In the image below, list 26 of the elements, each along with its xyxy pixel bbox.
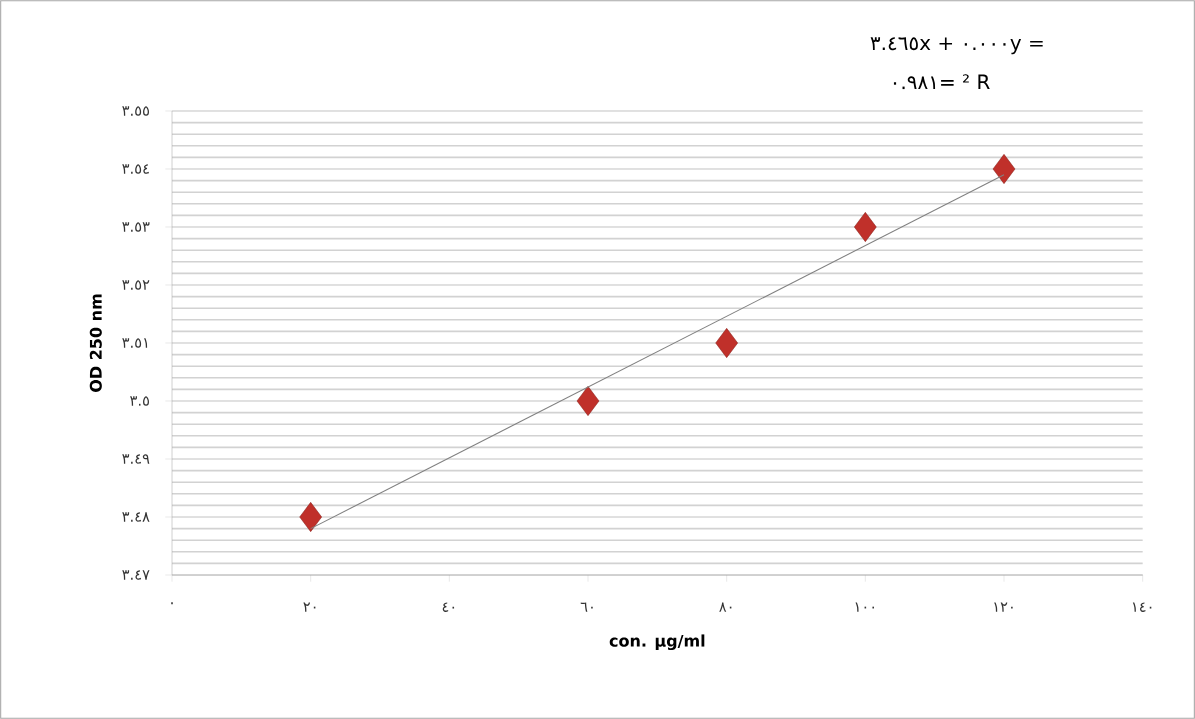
y-tick-label: ٣.٥٥: [122, 106, 149, 116]
x-tick-label: ٠: [171, 602, 173, 605]
point: [715, 328, 738, 358]
point: [992, 154, 1016, 184]
y-tick-label: ٣.٤٩: [122, 454, 150, 464]
y-tick-label: ٣.٤٨: [122, 512, 150, 522]
x-tick-label: ٢٠: [303, 602, 316, 612]
y-tick-label: ٣.٤٧: [122, 570, 150, 580]
text: ٠.٩٨١= ² R: [893, 74, 990, 90]
x-tick-label: ١٤٠: [1132, 602, 1152, 612]
point: [854, 212, 877, 242]
point: [576, 386, 600, 416]
x-tick-label: ١٢٠: [994, 602, 1013, 612]
x-tick-label: ٨٠: [719, 602, 732, 612]
y-tick-label: ٣.٥٣: [122, 222, 150, 232]
y-tick-label: ٣.٥١: [122, 338, 148, 348]
x-tick-label: ١٠٠: [855, 602, 874, 612]
y-tick-label: ٣.٥٢: [122, 280, 150, 290]
x-axis-title: con. µg/ml: [609, 634, 705, 651]
y-tick-label: ٣.٥: [130, 396, 149, 406]
text: ٣.٤٦٥x + ٠.٠٠٠y =: [870, 37, 1043, 55]
y-axis-title: OD 250 nm: [89, 294, 102, 392]
x-tick-label: ٦٠: [580, 602, 593, 612]
y-tick-label: ٣.٥٤: [122, 164, 149, 174]
point: [299, 502, 322, 532]
x-tick-label: ٤٠: [442, 602, 455, 612]
